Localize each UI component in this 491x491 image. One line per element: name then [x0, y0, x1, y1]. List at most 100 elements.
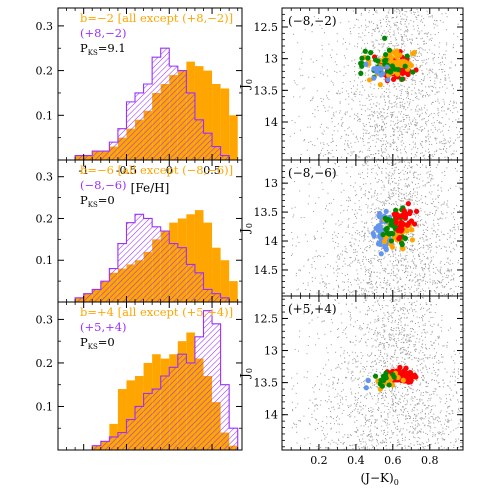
- field-star: [336, 40, 338, 42]
- field-star: [376, 427, 378, 429]
- field-star: [455, 285, 457, 287]
- field-star: [396, 303, 398, 305]
- field-star: [396, 42, 398, 44]
- field-star: [371, 80, 373, 82]
- field-star: [353, 223, 355, 225]
- field-star: [362, 128, 364, 130]
- field-star: [399, 332, 401, 334]
- field-star: [427, 119, 429, 121]
- field-star: [368, 191, 370, 193]
- star-blue: [363, 61, 369, 67]
- field-star: [394, 338, 396, 340]
- field-star: [424, 412, 426, 414]
- field-star: [416, 128, 418, 130]
- field-star: [365, 183, 367, 185]
- field-star: [408, 92, 410, 94]
- field-star: [393, 142, 395, 144]
- field-star: [377, 240, 379, 242]
- field-star: [434, 373, 436, 375]
- field-star: [380, 416, 382, 418]
- field-star: [428, 72, 430, 74]
- field-star: [322, 98, 324, 100]
- field-star: [391, 312, 393, 314]
- field-star: [429, 308, 431, 310]
- field-star: [374, 193, 376, 195]
- field-star: [397, 29, 399, 31]
- field-star: [475, 423, 476, 424]
- hatched-bar: [135, 214, 144, 302]
- field-star: [359, 326, 361, 328]
- field-star: [358, 77, 360, 79]
- field-star: [368, 99, 370, 101]
- field-star: [483, 254, 484, 255]
- field-star: [419, 65, 421, 67]
- field-star: [421, 119, 423, 121]
- field-star: [354, 238, 356, 240]
- field-star: [401, 406, 403, 408]
- field-star: [456, 134, 458, 136]
- field-star: [406, 173, 408, 175]
- field-star: [346, 111, 348, 113]
- hatched-bar: [160, 231, 170, 302]
- field-star: [374, 191, 376, 193]
- field-star: [459, 375, 461, 377]
- field-star: [329, 416, 331, 418]
- field-star: [381, 115, 383, 117]
- field-star: [410, 250, 412, 252]
- field-star: [399, 134, 401, 136]
- field-star: [391, 390, 393, 392]
- field-star: [396, 25, 398, 27]
- field-star: [341, 91, 343, 93]
- field-star: [416, 380, 418, 382]
- field-star: [306, 353, 308, 355]
- field-star: [348, 286, 350, 288]
- field-star: [408, 194, 410, 196]
- field-star: [372, 257, 374, 259]
- field-star: [425, 141, 427, 143]
- field-star: [471, 228, 472, 229]
- field-star: [385, 21, 387, 23]
- field-star: [364, 104, 366, 106]
- field-star: [397, 8, 399, 10]
- field-star: [412, 74, 414, 76]
- field-star: [450, 154, 452, 156]
- field-star: [347, 436, 349, 438]
- field-star: [371, 35, 373, 37]
- field-star: [367, 283, 369, 285]
- field-star: [452, 247, 454, 249]
- field-star: [438, 91, 440, 93]
- field-star: [439, 281, 441, 283]
- field-star: [422, 267, 424, 269]
- field-star: [378, 318, 380, 320]
- field-star: [372, 229, 374, 231]
- field-star: [313, 16, 315, 18]
- field-star: [385, 134, 387, 136]
- field-star: [352, 341, 354, 343]
- field-star: [402, 351, 404, 353]
- field-star: [372, 139, 374, 141]
- field-star: [346, 199, 348, 201]
- field-star: [408, 192, 410, 194]
- field-star: [412, 25, 414, 27]
- field-star: [395, 411, 397, 413]
- field-star: [377, 318, 379, 320]
- field-star: [342, 265, 344, 267]
- field-star: [406, 251, 408, 253]
- field-star: [376, 126, 378, 128]
- field-star: [361, 221, 363, 223]
- field-star: [329, 294, 331, 296]
- field-star: [438, 224, 440, 226]
- field-star: [453, 212, 455, 214]
- field-star: [438, 112, 440, 114]
- field-star: [428, 348, 430, 350]
- field-star: [421, 30, 423, 32]
- field-star: [385, 200, 387, 202]
- field-star: [358, 448, 360, 450]
- field-star: [391, 396, 393, 398]
- field-star: [410, 232, 412, 234]
- field-star: [397, 204, 399, 206]
- field-star: [348, 126, 350, 128]
- field-star: [378, 250, 380, 252]
- field-star: [415, 420, 417, 422]
